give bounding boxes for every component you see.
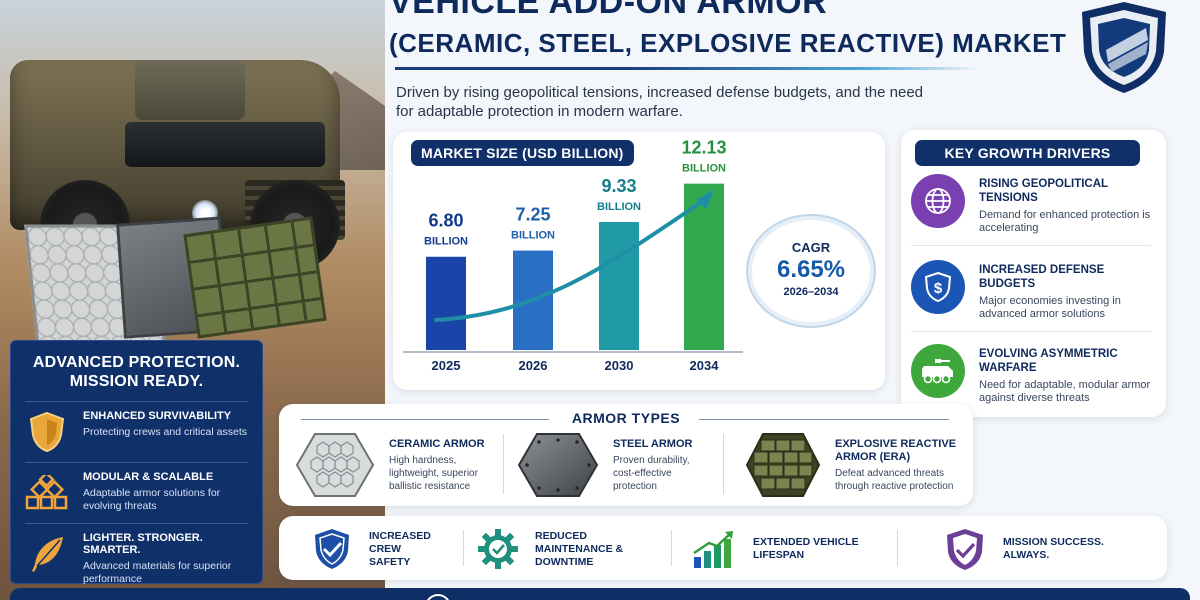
- bar-value-label: 7.25: [515, 205, 550, 225]
- era-blocks-icon: [745, 433, 821, 497]
- armor-title: CERAMIC ARMOR: [389, 437, 485, 450]
- bar: [426, 256, 466, 350]
- title-line-2: (CERAMIC, STEEL, EXPLOSIVE REACTIVE) MAR…: [389, 28, 1067, 58]
- growth-bars-icon: [693, 531, 733, 568]
- steel-plate-icon: [517, 433, 599, 497]
- benefit-text: REDUCED MAINTENANCE & DOWNTIME: [535, 529, 624, 568]
- divider: [699, 419, 949, 420]
- promo-item: MODULAR & SCALABLE Adaptable armor solut…: [25, 462, 248, 523]
- armor-types-title: ARMOR TYPES: [571, 410, 681, 426]
- market-size-chart: 6.80 BILLION 2025 7.25 BILLION 2026 9.33 BILLIO…: [403, 138, 743, 373]
- market-size-label: MARKET SIZE (USD BILLION): [411, 140, 634, 166]
- benefit-item: MISSION SUCCESS. ALWAYS.: [943, 524, 1113, 574]
- shield-icon: [25, 410, 69, 454]
- subtitle: Driven by rising geopolitical tensions, …: [396, 84, 924, 120]
- divider: [463, 530, 464, 566]
- x-tick-label: 2034: [690, 358, 720, 373]
- bar-unit-label: BILLION: [511, 230, 555, 242]
- armored-vehicle-icon: [911, 344, 965, 398]
- promo-item-title: MODULAR & SCALABLE: [83, 471, 214, 483]
- promo-item-text: Advanced materials for superior performa…: [83, 560, 232, 585]
- svg-text:$: $: [934, 280, 943, 297]
- armor-item: STEEL ARMOR Proven durability, cost-effe…: [517, 432, 709, 498]
- driver-item: $ INCREASED DEFENSE BUDGETS Major econom…: [911, 260, 1151, 332]
- ceramic-hex-icon: [295, 433, 375, 497]
- era-plate-image: [183, 216, 327, 339]
- promo-item-title: ENHANCED SURVIVABILITY: [83, 410, 232, 422]
- title-line-1: VEHICLE ADD-ON ARMOR: [389, 0, 828, 21]
- x-tick-label: 2025: [432, 358, 461, 373]
- bar-unit-label: BILLION: [597, 201, 641, 213]
- purple-check-shield-icon: [947, 529, 983, 570]
- driver-text: Need for adaptable, modular armor agains…: [979, 379, 1151, 404]
- growth-drivers-title: KEY GROWTH DRIVERS: [915, 140, 1140, 166]
- x-tick-label: 2026: [519, 358, 548, 373]
- bar-value-label: 6.80: [428, 211, 463, 231]
- cagr-label: CAGR: [791, 240, 831, 255]
- benefit-text: INCREASED CREW SAFETY: [369, 529, 431, 568]
- promo-item-text: Protecting crews and critical assets: [83, 426, 247, 438]
- globe-icon: [911, 174, 965, 228]
- armor-types-card: ARMOR TYPES CERAMIC ARMOR High hardness,…: [279, 404, 973, 506]
- driver-item: EVOLVING ASYMMETRIC WARFARE Need for ada…: [911, 344, 1151, 415]
- benefit-item: EXTENDED VEHICLE LIFESPAN: [691, 524, 863, 574]
- cagr-period: 2026–2034: [783, 286, 839, 298]
- driver-item: RISING GEOPOLITICAL TENSIONS Demand for …: [911, 174, 1151, 246]
- promo-panel: ADVANCED PROTECTION. MISSION READY. ENHA…: [10, 340, 263, 585]
- x-tick-label: 2030: [605, 358, 634, 373]
- benefit-item: INCREASED CREW SAFETY: [311, 524, 445, 574]
- divider: [671, 530, 672, 566]
- promo-title: ADVANCED PROTECTION. MISSION READY.: [32, 354, 241, 390]
- feather-icon: [25, 532, 69, 576]
- cagr-value: 6.65%: [776, 256, 846, 283]
- divider: [897, 530, 898, 566]
- modular-blocks-icon: [25, 471, 69, 515]
- divider: [301, 419, 549, 420]
- dollar-shield-icon: $: [911, 260, 965, 314]
- armor-text: Proven durability, cost-effective protec…: [613, 454, 690, 492]
- armor-title: STEEL ARMOR: [613, 437, 693, 450]
- armor-title: EXPLOSIVE REACTIVE ARMOR (ERA): [835, 437, 957, 463]
- divider: [503, 434, 504, 494]
- bar-value-label: 12.13: [681, 138, 726, 158]
- driver-title: EVOLVING ASYMMETRIC WARFARE: [979, 348, 1118, 374]
- cagr-badge: CAGR 6.65% 2026–2034: [752, 220, 870, 322]
- benefit-text: MISSION SUCCESS. ALWAYS.: [1003, 536, 1104, 561]
- armor-text: High hardness, lightweight, superior bal…: [389, 454, 478, 492]
- benefit-item: REDUCED MAINTENANCE & DOWNTIME: [477, 524, 659, 574]
- promo-item-text: Adaptable armor solutions for evolving t…: [83, 487, 221, 512]
- driver-text: Demand for enhanced protection is accele…: [979, 209, 1151, 234]
- armor-item: CERAMIC ARMOR High hardness, lightweight…: [295, 432, 493, 498]
- driver-title: RISING GEOPOLITICAL TENSIONS: [979, 178, 1108, 204]
- promo-item: LIGHTER. STRONGER. SMARTER. Advanced mat…: [25, 523, 248, 594]
- footer-bar: [10, 588, 1190, 600]
- brand-shield-icon: [1082, 2, 1166, 93]
- trend-arrow: [434, 195, 710, 322]
- vehicle-turret: [135, 60, 245, 120]
- growth-drivers-card: KEY GROWTH DRIVERS RISING GEOPOLITICAL T…: [901, 130, 1166, 417]
- driver-text: Major economies investing in advanced ar…: [979, 295, 1121, 320]
- bar-value-label: 9.33: [601, 176, 636, 196]
- gear-check-icon: [478, 529, 518, 569]
- divider: [723, 434, 724, 494]
- driver-title: INCREASED DEFENSE BUDGETS: [979, 264, 1105, 290]
- bar-unit-label: BILLION: [424, 236, 468, 248]
- benefits-strip: INCREASED CREW SAFETY REDUCED MAINTENANC…: [279, 516, 1167, 580]
- armor-item: EXPLOSIVE REACTIVE ARMOR (ERA) Defeat ad…: [745, 432, 969, 498]
- promo-item-title: LIGHTER. STRONGER. SMARTER.: [83, 532, 203, 556]
- armor-text: Defeat advanced threats through reactive…: [835, 467, 954, 492]
- title-underline: [395, 67, 980, 70]
- bar: [599, 222, 639, 350]
- promo-item: ENHANCED SURVIVABILITY Protecting crews …: [25, 401, 248, 462]
- bar-unit-label: BILLION: [682, 163, 726, 175]
- check-shield-icon: [315, 529, 349, 569]
- vehicle-windshield: [125, 122, 325, 167]
- trend-arrow-head: [696, 189, 714, 210]
- benefit-text: EXTENDED VEHICLE LIFESPAN: [753, 536, 859, 561]
